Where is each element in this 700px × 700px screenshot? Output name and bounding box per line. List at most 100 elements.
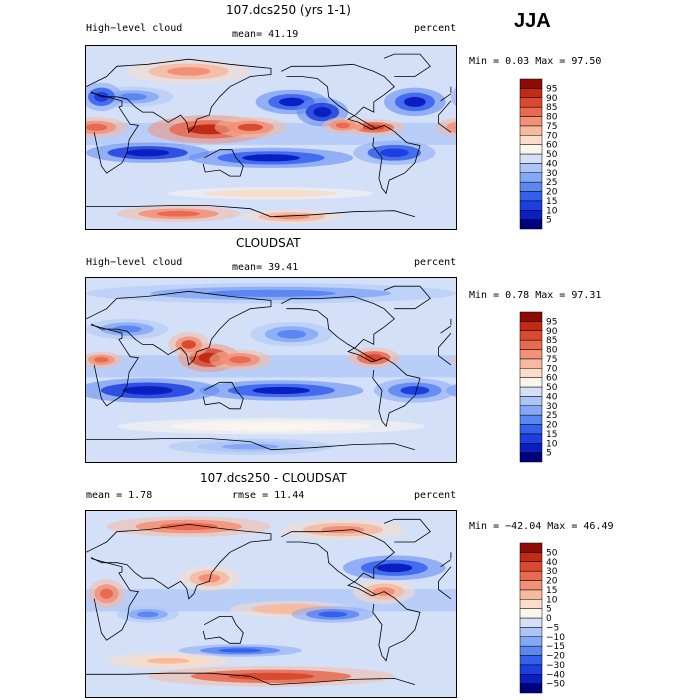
colorbar-tick-label: 10 bbox=[546, 206, 558, 216]
colorbar-swatch bbox=[519, 97, 543, 108]
colorbar-tick-label: −20 bbox=[546, 652, 565, 662]
colorbar-swatch bbox=[519, 172, 543, 183]
field-label: mean = 1.78 bbox=[86, 490, 153, 501]
heatmap-map bbox=[85, 277, 457, 463]
colorbar-swatch bbox=[519, 683, 543, 694]
heatmap-svg bbox=[86, 278, 456, 462]
colorbar-swatch bbox=[519, 321, 543, 331]
colorbar-swatch bbox=[519, 200, 543, 211]
cloud-feature-8 bbox=[237, 123, 264, 131]
cloud-feature-0 bbox=[206, 289, 336, 297]
colorbar-tick-label: 75 bbox=[546, 122, 557, 132]
cloud-feature-1 bbox=[321, 525, 365, 534]
colorbar-tick-label: 40 bbox=[546, 159, 558, 169]
colorbar-tick-label: 25 bbox=[546, 411, 557, 421]
colorbar-swatch bbox=[519, 645, 543, 656]
colorbar-swatch bbox=[519, 608, 543, 619]
colorbar-tick-label: −10 bbox=[546, 633, 565, 643]
colorbar-tick-label: 95 bbox=[546, 317, 557, 327]
cloud-feature-7 bbox=[364, 354, 383, 362]
colorbar-swatch bbox=[519, 106, 543, 117]
cloud-feature-5 bbox=[229, 356, 251, 364]
colorbar-swatch bbox=[519, 125, 543, 136]
colorbar-tick-label: 90 bbox=[546, 327, 558, 337]
colorbar-tick-label: 15 bbox=[546, 586, 557, 596]
cloud-feature-14 bbox=[156, 210, 201, 217]
coastline-2 bbox=[202, 381, 244, 410]
coastline-3 bbox=[281, 529, 395, 597]
panel-title: 107.dcs250 - CLOUDSAT bbox=[200, 471, 347, 485]
colorbar-swatch bbox=[519, 627, 543, 637]
colorbar-tick-label: 20 bbox=[546, 421, 558, 431]
colorbar-tick-label: 10 bbox=[546, 595, 558, 605]
colorbar-swatch bbox=[519, 78, 543, 89]
cloud-feature-0 bbox=[167, 67, 211, 76]
coastline-6 bbox=[383, 53, 431, 77]
colorbar-swatch bbox=[519, 330, 543, 341]
colorbar-tick-label: 0 bbox=[546, 614, 552, 624]
colorbar-swatch bbox=[519, 377, 543, 388]
cloud-feature-6 bbox=[376, 563, 413, 573]
colorbar-tick-label: −40 bbox=[546, 670, 565, 680]
mean-label: mean= 41.19 bbox=[232, 29, 299, 40]
cloud-feature-11 bbox=[217, 423, 325, 430]
cloud-feature-13 bbox=[379, 148, 409, 158]
colorbar-tick-label: 20 bbox=[546, 188, 558, 198]
coastline-3 bbox=[281, 63, 395, 130]
colorbar-tick-label: 50 bbox=[546, 383, 558, 393]
colorbar-tick-label: 50 bbox=[546, 150, 558, 160]
colorbar-swatch bbox=[519, 589, 543, 600]
colorbar-tick-label: 85 bbox=[546, 103, 557, 113]
colorbar-swatch bbox=[519, 191, 543, 202]
cloud-feature-7 bbox=[136, 611, 159, 618]
cloud-feature-4 bbox=[181, 340, 196, 349]
coastline-5 bbox=[86, 438, 416, 451]
colorbar-swatch bbox=[519, 368, 543, 378]
colorbar-swatch bbox=[519, 153, 543, 164]
colorbar-tick-label: 40 bbox=[546, 558, 558, 568]
colorbar-swatch bbox=[519, 144, 543, 155]
heatmap-svg bbox=[86, 511, 456, 697]
colorbar-tick-label: −30 bbox=[546, 661, 565, 671]
zonal-band bbox=[86, 355, 456, 378]
colorbar-tick-label: 85 bbox=[546, 336, 557, 346]
colorbar-swatch bbox=[519, 561, 543, 572]
colorbar-swatch bbox=[519, 452, 543, 463]
colorbar-tick-label: 15 bbox=[546, 430, 557, 440]
cloud-feature-6 bbox=[455, 126, 456, 129]
colorbar-tick-label: 80 bbox=[546, 113, 558, 123]
colorbar-tick-label: 20 bbox=[546, 577, 558, 587]
heatmap-svg bbox=[86, 46, 456, 229]
cloud-feature-6 bbox=[94, 356, 109, 363]
cloud-feature-4 bbox=[404, 96, 426, 107]
colorbar-swatch bbox=[519, 424, 543, 435]
colorbar-tick-label: 30 bbox=[546, 169, 558, 179]
cloud-feature-1 bbox=[112, 325, 142, 333]
cloud-feature-6 bbox=[86, 123, 108, 131]
field-label: High−level cloud bbox=[86, 257, 183, 268]
colorbar-swatch bbox=[519, 358, 543, 369]
field-label: High−level cloud bbox=[86, 23, 183, 34]
coastline-1 bbox=[86, 523, 452, 600]
colorbar-swatch bbox=[519, 386, 543, 397]
cloud-feature-5 bbox=[450, 87, 456, 107]
coastline-6 bbox=[383, 518, 431, 543]
coastline-2 bbox=[202, 149, 244, 177]
cloud-feature-2 bbox=[100, 588, 114, 599]
colorbar-swatch bbox=[519, 396, 543, 406]
units-label: percent bbox=[414, 490, 457, 501]
heatmap-map bbox=[85, 45, 457, 230]
cloud-feature-9 bbox=[218, 648, 262, 653]
minmax-label: Min = 0.78 Max = 97.31 bbox=[469, 290, 602, 301]
units-label: percent bbox=[414, 23, 457, 34]
colorbar-swatch bbox=[519, 636, 543, 647]
coastline-0 bbox=[90, 558, 452, 641]
colorbar: 5 10 15 20 25 30 40 50 60 70 75 80 85 90 95 bbox=[519, 311, 580, 463]
cloud-feature-8 bbox=[122, 386, 173, 395]
colorbar-tick-label: 10 bbox=[546, 439, 558, 449]
colorbar-tick-label: 70 bbox=[546, 131, 558, 141]
colorbar-tick-label: 60 bbox=[546, 374, 558, 384]
cloud-feature-8 bbox=[318, 611, 348, 618]
colorbar-tick-label: 95 bbox=[546, 84, 557, 94]
